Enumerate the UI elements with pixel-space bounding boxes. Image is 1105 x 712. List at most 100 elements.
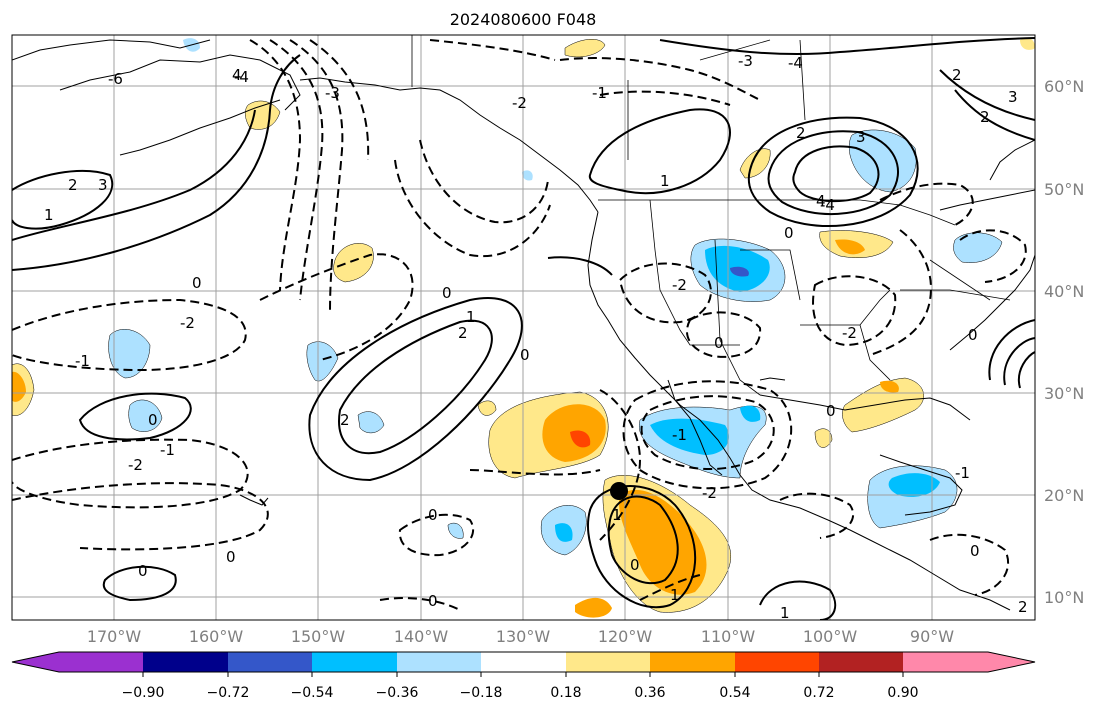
contour-label: 1 [670,586,680,604]
contour-labels: -6 -4 -4 -4 -3 -3 -2 -2 -2 -2 -2 -2 -1 -… [44,52,1028,622]
contour-label: -1 [672,426,687,444]
dashed-contours [12,39,1027,611]
contour-label: 2 [980,108,990,126]
contour-label: 0 [138,562,148,580]
contour-label: -2 [512,94,527,112]
contour-label: 1 [780,604,790,622]
contour-label: -2 [180,314,195,332]
contour-label: -2 [702,484,717,502]
colorbar-segment [481,652,566,672]
contour-label: -4 [820,196,835,214]
contour-label: 4 [816,192,826,210]
contour-label: 0 [630,556,640,574]
colorbar-tick-label: −0.54 [291,685,334,701]
contour-label: 0 [226,548,236,566]
contour-label: 3 [1008,88,1018,106]
contour-label: 1 [612,506,622,524]
lat-label: 60°N [1044,77,1084,96]
graticule [12,35,1035,620]
contour-label: 2 [68,176,78,194]
colorbar-extend-high [988,652,1035,672]
colorbar-segment [397,652,482,672]
colorbar-segment [228,652,313,672]
colorbar-segment [819,652,904,672]
contour-label: -4 [234,68,249,86]
contour-label: 0 [192,274,202,292]
contour-label: 0 [442,284,452,302]
contour-label: -3 [738,52,753,70]
contour-label: 1 [466,308,476,326]
lon-label: 170°W [87,627,142,646]
colorbar-segment [59,652,144,672]
colorbar-tick-label: −0.90 [122,685,165,701]
contour-label: -1 [75,352,90,370]
contour-label: -1 [592,84,607,102]
contour-label: 0 [826,402,836,420]
colorbar-tick-label: 0.90 [887,685,918,701]
contour-label: -2 [842,324,857,342]
colorbar-segment [735,652,820,672]
contour-label: 0 [714,334,724,352]
contour-label: -1 [160,441,175,459]
contour-label: 3 [856,128,866,146]
contour-label: 2 [458,324,468,342]
contour-label: -3 [325,84,340,102]
contour-label: 0 [148,411,158,429]
lon-label: 150°W [291,627,346,646]
colorbar: −0.90 −0.72 −0.54 −0.36 −0.18 0.18 0.36 … [11,651,1036,701]
colorbar-tick-label: −0.72 [207,685,250,701]
colorbar-segment [903,652,988,672]
map-area: -6 -4 -4 -4 -3 -3 -2 -2 -2 -2 -2 -2 -1 -… [12,35,1035,622]
colorbar-tick-label: −0.36 [376,685,419,701]
lon-label: 90°W [910,627,954,646]
contour-label: 2 [952,66,962,84]
colorbar-segment [143,652,228,672]
contour-label: -1 [955,464,970,482]
colorbar-segment [650,652,735,672]
contour-label: 1 [44,206,54,224]
lon-label: 140°W [394,627,449,646]
contour-label: -2 [128,456,143,474]
coastlines [12,39,1035,611]
colorbar-segment [566,652,651,672]
contour-label: 2 [796,124,806,142]
contour-label: 2 [340,411,350,429]
lon-label: 100°W [803,627,858,646]
contour-label: -2 [672,276,687,294]
lat-label: 20°N [1044,486,1084,505]
contour-label: 0 [520,346,530,364]
colorbar-tick-label: 0.72 [803,685,834,701]
contour-label: 0 [970,542,980,560]
latitude-labels: 60°N 50°N 40°N 30°N 20°N 10°N [1044,77,1084,607]
lat-label: 30°N [1044,384,1084,403]
colorbar-tick-label: 0.36 [634,685,665,701]
lat-label: 50°N [1044,180,1084,199]
map-frame [11,34,1036,621]
solid-contours [12,37,1035,620]
colorbar-tick-label: 0.54 [719,685,750,701]
contour-label: 0 [784,224,794,242]
colorbar-tick-label: 0.18 [550,685,581,701]
lat-label: 10°N [1044,588,1084,607]
lon-label: 110°W [701,627,756,646]
figure-title: 2024080600 F048 [450,10,597,29]
contour-label: -4 [788,54,803,72]
longitude-labels: 170°W 160°W 150°W 140°W 130°W 120°W 110°… [87,627,954,646]
storm-center-marker [610,482,628,500]
colorbar-segment [312,652,397,672]
contour-label: 3 [98,176,108,194]
lon-label: 130°W [496,627,551,646]
lat-label: 40°N [1044,282,1084,301]
colorbar-tick-label: −0.18 [460,685,503,701]
contour-label: 4 [232,66,242,84]
contour-label: 1 [660,172,670,190]
contour-label: -6 [108,70,123,88]
colorbar-extend-low [12,652,59,672]
contour-label: 0 [428,506,438,524]
contour-label: 2 [1018,598,1028,616]
lon-label: 120°W [598,627,653,646]
contour-label: 0 [428,592,438,610]
shaded-negative-anomalies [108,38,1003,556]
contour-label: 0 [968,326,978,344]
